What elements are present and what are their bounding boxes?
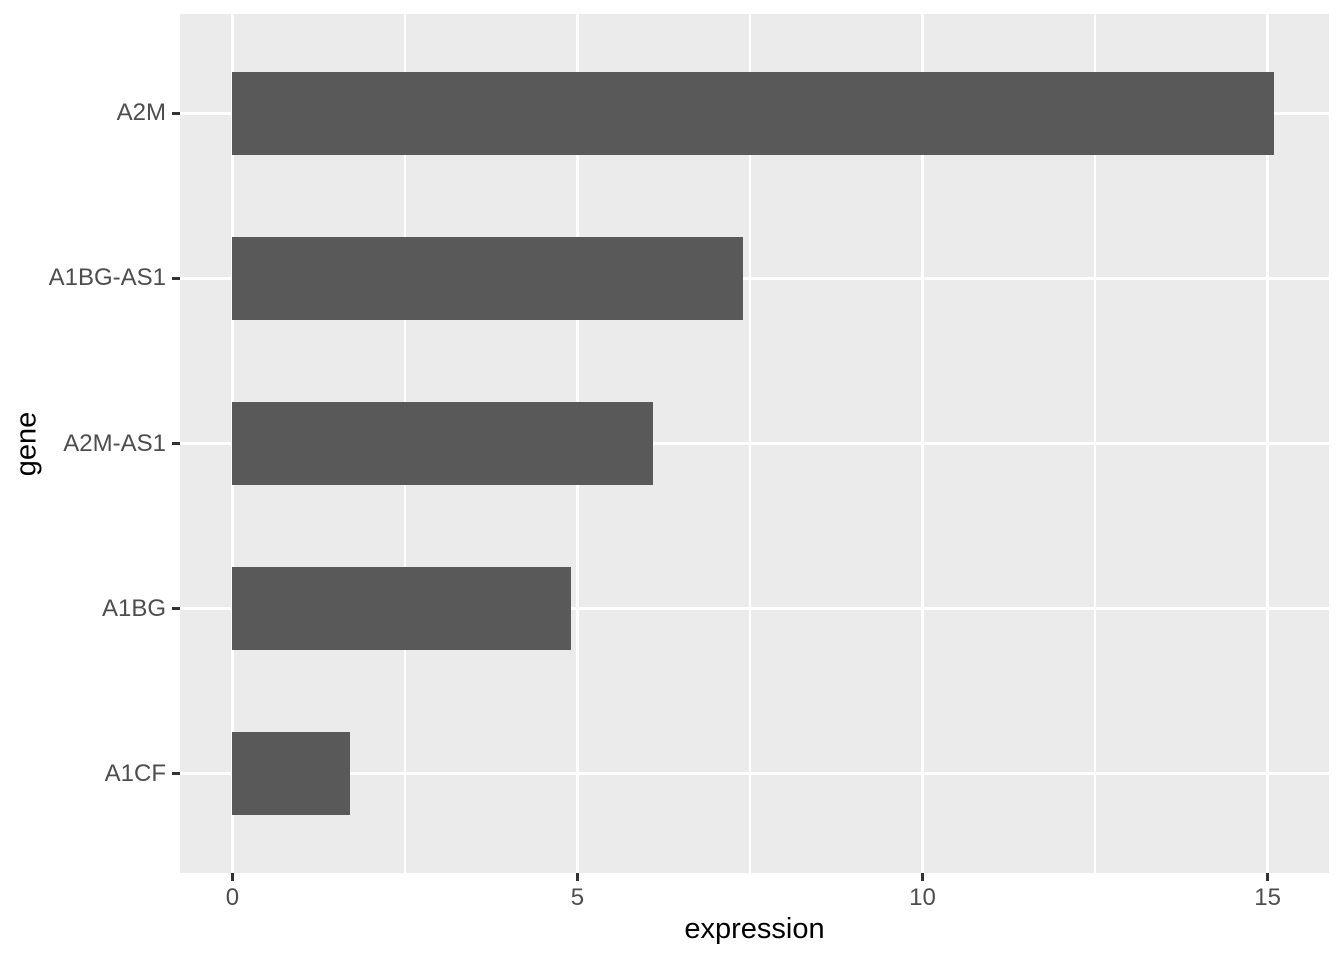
x-tick-mark [575,873,579,881]
y-axis-title: gene [10,411,43,477]
y-gridline-major [180,442,1329,445]
x-tick-label: 0 [225,884,240,911]
bar [232,71,1275,155]
y-tick-mark [172,276,180,280]
y-gridline-major [180,607,1329,611]
x-tick-mark [230,873,234,881]
y-gridline-major [180,772,1329,776]
y-tick-mark [172,442,180,445]
y-tick-mark [172,111,180,115]
y-tick-label: A1BG [101,594,166,622]
bar [232,402,654,485]
bar [232,567,571,651]
y-tick-label: A2M-AS1 [63,429,166,457]
x-tick-mark [921,873,925,881]
x-tick-label: 5 [570,884,585,911]
x-tick-mark [1266,873,1270,881]
x-axis-title: expression [684,913,825,945]
x-tick-label: 15 [1254,884,1281,911]
bar [232,236,744,320]
bar-layer [180,14,1329,873]
y-tick-mark [172,607,180,611]
plot-panel [180,14,1329,873]
y-tick-label: A2M [116,99,166,127]
y-tick-label: A1BG-AS1 [48,264,166,292]
bar [232,732,350,816]
y-tick-label: A1CF [104,760,166,788]
y-tick-mark [172,772,180,776]
x-tick-label: 10 [909,884,936,911]
y-gridline-major [180,276,1329,280]
